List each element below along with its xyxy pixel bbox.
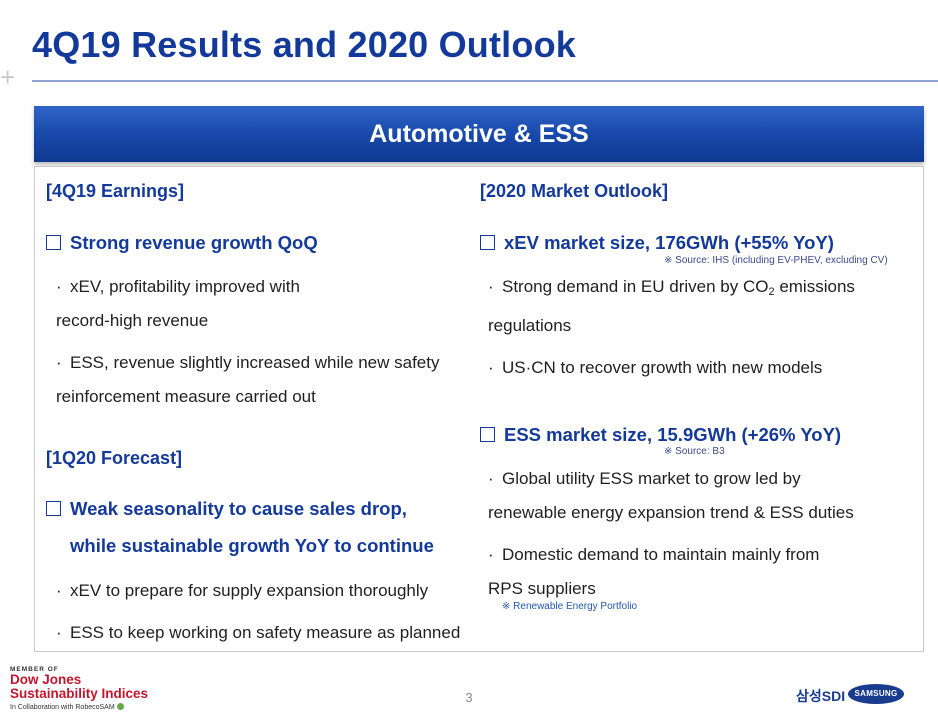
bullet-continuation: regulations	[488, 316, 572, 335]
bullet-item: · ESS, revenue slightly increased while n…	[56, 353, 440, 372]
section-banner: Automotive & ESS	[34, 106, 924, 162]
banner-title: Automotive & ESS	[369, 120, 589, 148]
forecast-bullets: · xEV to prepare for supply expansion tho…	[30, 574, 460, 650]
ess-source-note: ※ Source: B3	[664, 446, 725, 457]
bullet-item: · xEV, profitability improved with	[56, 277, 300, 296]
bullet-continuation: RPS suppliers	[488, 579, 596, 598]
djsi-logo: MEMBER OF Dow Jones Sustainability Indic…	[10, 666, 148, 711]
djsi-line2: Sustainability Indices	[10, 686, 149, 701]
bullet-continuation: reinforcement measure carried out	[56, 387, 316, 406]
forecast-headline-line2: while sustainable growth YoY to continue	[70, 535, 434, 556]
bullet-text: xEV, profitability improved with	[70, 277, 300, 296]
checkbox-square-icon	[480, 427, 495, 442]
subscript-2: 2	[768, 286, 775, 298]
bullet-continuation: renewable energy expansion trend & ESS d…	[488, 503, 854, 522]
xev-headline: xEV market size, 176GWh (+55% YoY)	[480, 232, 834, 254]
corner-plus-mark: +	[0, 62, 16, 92]
bullet-item: · Strong demand in EU driven by CO2 emiss…	[488, 277, 855, 298]
page-number: 3	[465, 690, 473, 705]
djsi-collab-text: In Collaboration with RobecoSAM	[10, 704, 115, 711]
earnings-headline-text: Strong revenue growth QoQ	[70, 232, 318, 253]
bullet-text: Global utility ESS market to grow led by	[502, 469, 801, 488]
forecast-headline: Weak seasonality to cause sales drop,	[46, 498, 407, 520]
earnings-headline: Strong revenue growth QoQ	[46, 232, 318, 254]
bullet-text: ESS, revenue slightly increased while ne…	[70, 353, 440, 372]
rps-footnote: ※ Renewable Energy Portfolio	[502, 601, 638, 612]
ess-bullets: · Global utility ESS market to grow led b…	[462, 462, 854, 606]
bullet-item: · Domestic demand to maintain mainly from	[488, 545, 820, 564]
bullet-item: · US·CN to recover growth with new models	[488, 358, 823, 377]
title-divider	[32, 80, 938, 82]
djsi-member-label: MEMBER OF	[10, 666, 59, 673]
bullet-continuation: record-high revenue	[56, 311, 209, 330]
ess-headline-text: ESS market size, 15.9GWh (+26% YoY)	[504, 424, 842, 445]
checkbox-square-icon	[46, 501, 61, 516]
earnings-section-label: [4Q19 Earnings]	[46, 181, 185, 201]
forecast-headline-text: Weak seasonality to cause sales drop,	[70, 498, 407, 519]
forecast-section-label: [1Q20 Forecast]	[46, 448, 183, 468]
bullet-item: · xEV to prepare for supply expansion tho…	[56, 581, 429, 600]
ess-headline: ESS market size, 15.9GWh (+26% YoY)	[480, 424, 841, 446]
xev-source-note: ※ Source: IHS (including EV-PHEV, exclud…	[664, 255, 888, 266]
outlook-section-label: [2020 Market Outlook]	[480, 181, 669, 201]
xev-bullets: · Strong demand in EU driven by CO2 emiss…	[462, 270, 855, 385]
bullet-item: · ESS to keep working on safety measure a…	[56, 623, 461, 642]
bullet-text: Strong demand in EU driven by CO	[502, 277, 769, 296]
page-title: 4Q19 Results and 2020 Outlook	[32, 24, 576, 65]
djsi-line1: Dow Jones	[10, 672, 82, 687]
content-panel	[34, 166, 924, 652]
bullet-item: · Global utility ESS market to grow led b…	[488, 469, 801, 488]
checkbox-square-icon	[480, 235, 495, 250]
djsi-collab: In Collaboration with RobecoSAM	[10, 703, 148, 711]
xev-headline-text: xEV market size, 176GWh (+55% YoY)	[504, 232, 834, 253]
samsung-sdi-logo: 삼성SDI	[796, 688, 846, 704]
bullet-text: xEV to prepare for supply expansion thor…	[70, 581, 429, 600]
bullet-text: emissions	[774, 277, 855, 296]
earnings-bullets: · xEV, profitability improved with record…	[30, 270, 439, 414]
bullet-text: Domestic demand to maintain mainly from	[502, 545, 820, 564]
bullet-text: ESS to keep working on safety measure as…	[70, 623, 461, 642]
robecosam-dot-icon	[116, 703, 124, 710]
samsung-logo: SAMSUNG	[848, 684, 904, 704]
bullet-text: US·CN to recover growth with new models	[502, 358, 823, 377]
checkbox-square-icon	[46, 235, 61, 250]
